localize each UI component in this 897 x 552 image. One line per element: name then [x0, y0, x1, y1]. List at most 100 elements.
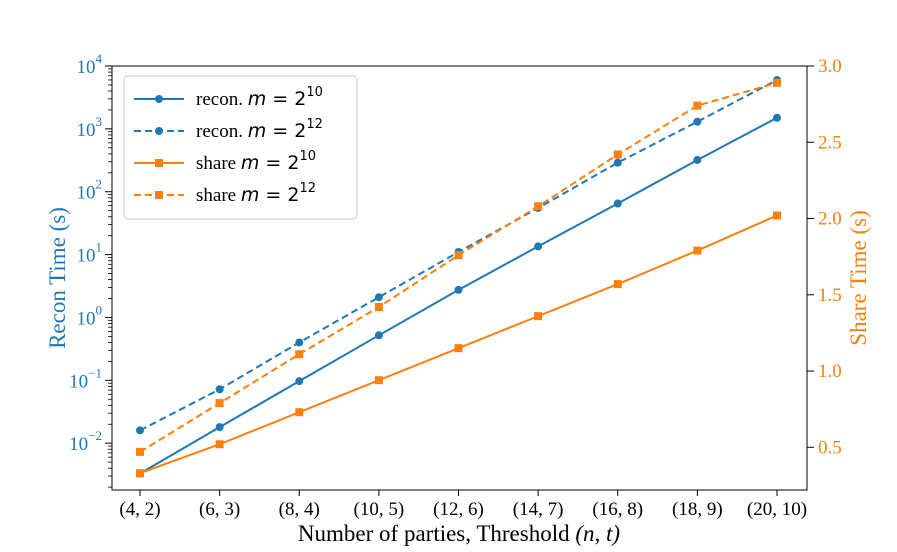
series-layer [136, 75, 781, 478]
data-point [295, 408, 304, 417]
legend-exponent: 12 [299, 181, 316, 196]
data-point [454, 344, 463, 353]
data-point [534, 202, 543, 211]
left-tick-label: 102 [77, 177, 103, 204]
data-point [155, 191, 163, 199]
x-tick-label: (10, 5) [354, 499, 405, 520]
tick-exponent: −2 [88, 428, 102, 443]
x-tick-label: (8, 4) [279, 499, 320, 520]
data-point [215, 423, 224, 432]
data-point [534, 242, 543, 251]
tick-base: 10 [77, 308, 96, 329]
legend-base: = 2 [259, 152, 299, 174]
data-point [215, 385, 224, 394]
left-tick-label: 103 [77, 114, 103, 141]
legend-prefix: recon. [196, 121, 248, 142]
left-y-axis-label: Recon Time (s) [45, 207, 70, 349]
data-point [454, 285, 463, 294]
data-point [374, 293, 383, 302]
legend-base: = 2 [259, 184, 299, 206]
data-point [155, 127, 163, 135]
x-tick-label: (16, 8) [592, 499, 643, 520]
legend-exponent: 10 [306, 85, 323, 100]
data-point [215, 399, 224, 408]
data-point [773, 211, 781, 220]
data-point [773, 113, 781, 122]
tick-exponent: −1 [88, 365, 102, 380]
legend-variable: m [241, 152, 260, 174]
tick-exponent: 2 [96, 177, 103, 192]
legend-label: share m = 210 [196, 149, 316, 174]
legend-label: share m = 212 [196, 181, 316, 206]
legend-label: recon. m = 210 [196, 85, 323, 110]
tick-exponent: 4 [96, 51, 103, 66]
right-tick-label: 2.5 [818, 132, 842, 153]
data-point [374, 376, 383, 385]
data-point [613, 158, 622, 167]
legend-exponent: 10 [299, 149, 316, 164]
tick-base: 10 [69, 434, 88, 455]
data-point [215, 440, 224, 449]
tick-base: 10 [69, 371, 88, 392]
data-point [374, 331, 383, 340]
x-axis-label: Number of parties, Threshold (n, t) [298, 521, 620, 546]
legend-prefix: share [196, 153, 241, 174]
legend-label: recon. m = 212 [196, 117, 323, 142]
right-tick-label: 1.0 [818, 361, 842, 382]
data-point [136, 426, 144, 435]
legend-prefix: recon. [196, 89, 248, 110]
legend-variable: m [248, 120, 267, 142]
series-share-m-2-10 [136, 211, 781, 478]
tick-base: 10 [77, 183, 96, 204]
tick-base: 10 [77, 120, 96, 141]
x-tick-label: (6, 3) [199, 499, 240, 520]
legend-prefix: share [196, 185, 241, 206]
data-point [155, 95, 163, 103]
data-point [136, 469, 144, 478]
x-axis: (4, 2) (6, 3) (8, 4) (10, 5) (12, 6) (14, 7) (… [119, 490, 807, 520]
data-point [613, 150, 622, 159]
right-tick-label: 0.5 [818, 437, 842, 458]
legend-exponent: 12 [306, 117, 323, 132]
tick-exponent: 0 [96, 302, 103, 317]
data-point [613, 199, 622, 208]
tick-base: 10 [77, 57, 96, 78]
data-point [454, 251, 463, 260]
data-point [693, 101, 702, 110]
legend-variable: m [241, 184, 260, 206]
left-tick-label: 100 [77, 302, 103, 329]
x-tick-label: (12, 6) [433, 499, 484, 520]
series-share-m-2-12 [136, 78, 781, 456]
series-recon-m-2-10 [136, 113, 781, 478]
right-tick-label: 3.0 [818, 56, 842, 77]
x-tick-label: (4, 2) [119, 499, 160, 520]
right-y-axis: 0.5 1.0 1.5 2.0 2.5 3.0 [807, 56, 842, 458]
right-y-axis-label: Share Time (s) [846, 210, 871, 345]
right-tick-label: 2.0 [818, 209, 842, 230]
left-tick-label: 10−1 [69, 365, 102, 392]
left-tick-label: 101 [77, 240, 103, 267]
plot-area [111, 65, 808, 491]
tick-exponent: 3 [96, 114, 103, 129]
x-tick-label: (20, 10) [747, 499, 807, 520]
data-point [693, 246, 702, 255]
data-point [295, 350, 304, 359]
data-point [374, 302, 383, 311]
right-tick-label: 1.5 [818, 285, 842, 306]
legend-box [123, 75, 358, 220]
tick-base: 10 [77, 246, 96, 267]
data-point [613, 280, 622, 289]
left-tick-label: 10−2 [69, 428, 102, 455]
x-tick-label: (18, 9) [672, 499, 723, 520]
data-point [155, 159, 163, 167]
data-point [136, 447, 144, 456]
data-point [693, 155, 702, 164]
tick-exponent: 1 [96, 240, 103, 255]
legend-variable: m [248, 88, 267, 110]
left-tick-label: 104 [77, 51, 103, 78]
legend-base: = 2 [266, 120, 306, 142]
legend-base: = 2 [266, 88, 306, 110]
